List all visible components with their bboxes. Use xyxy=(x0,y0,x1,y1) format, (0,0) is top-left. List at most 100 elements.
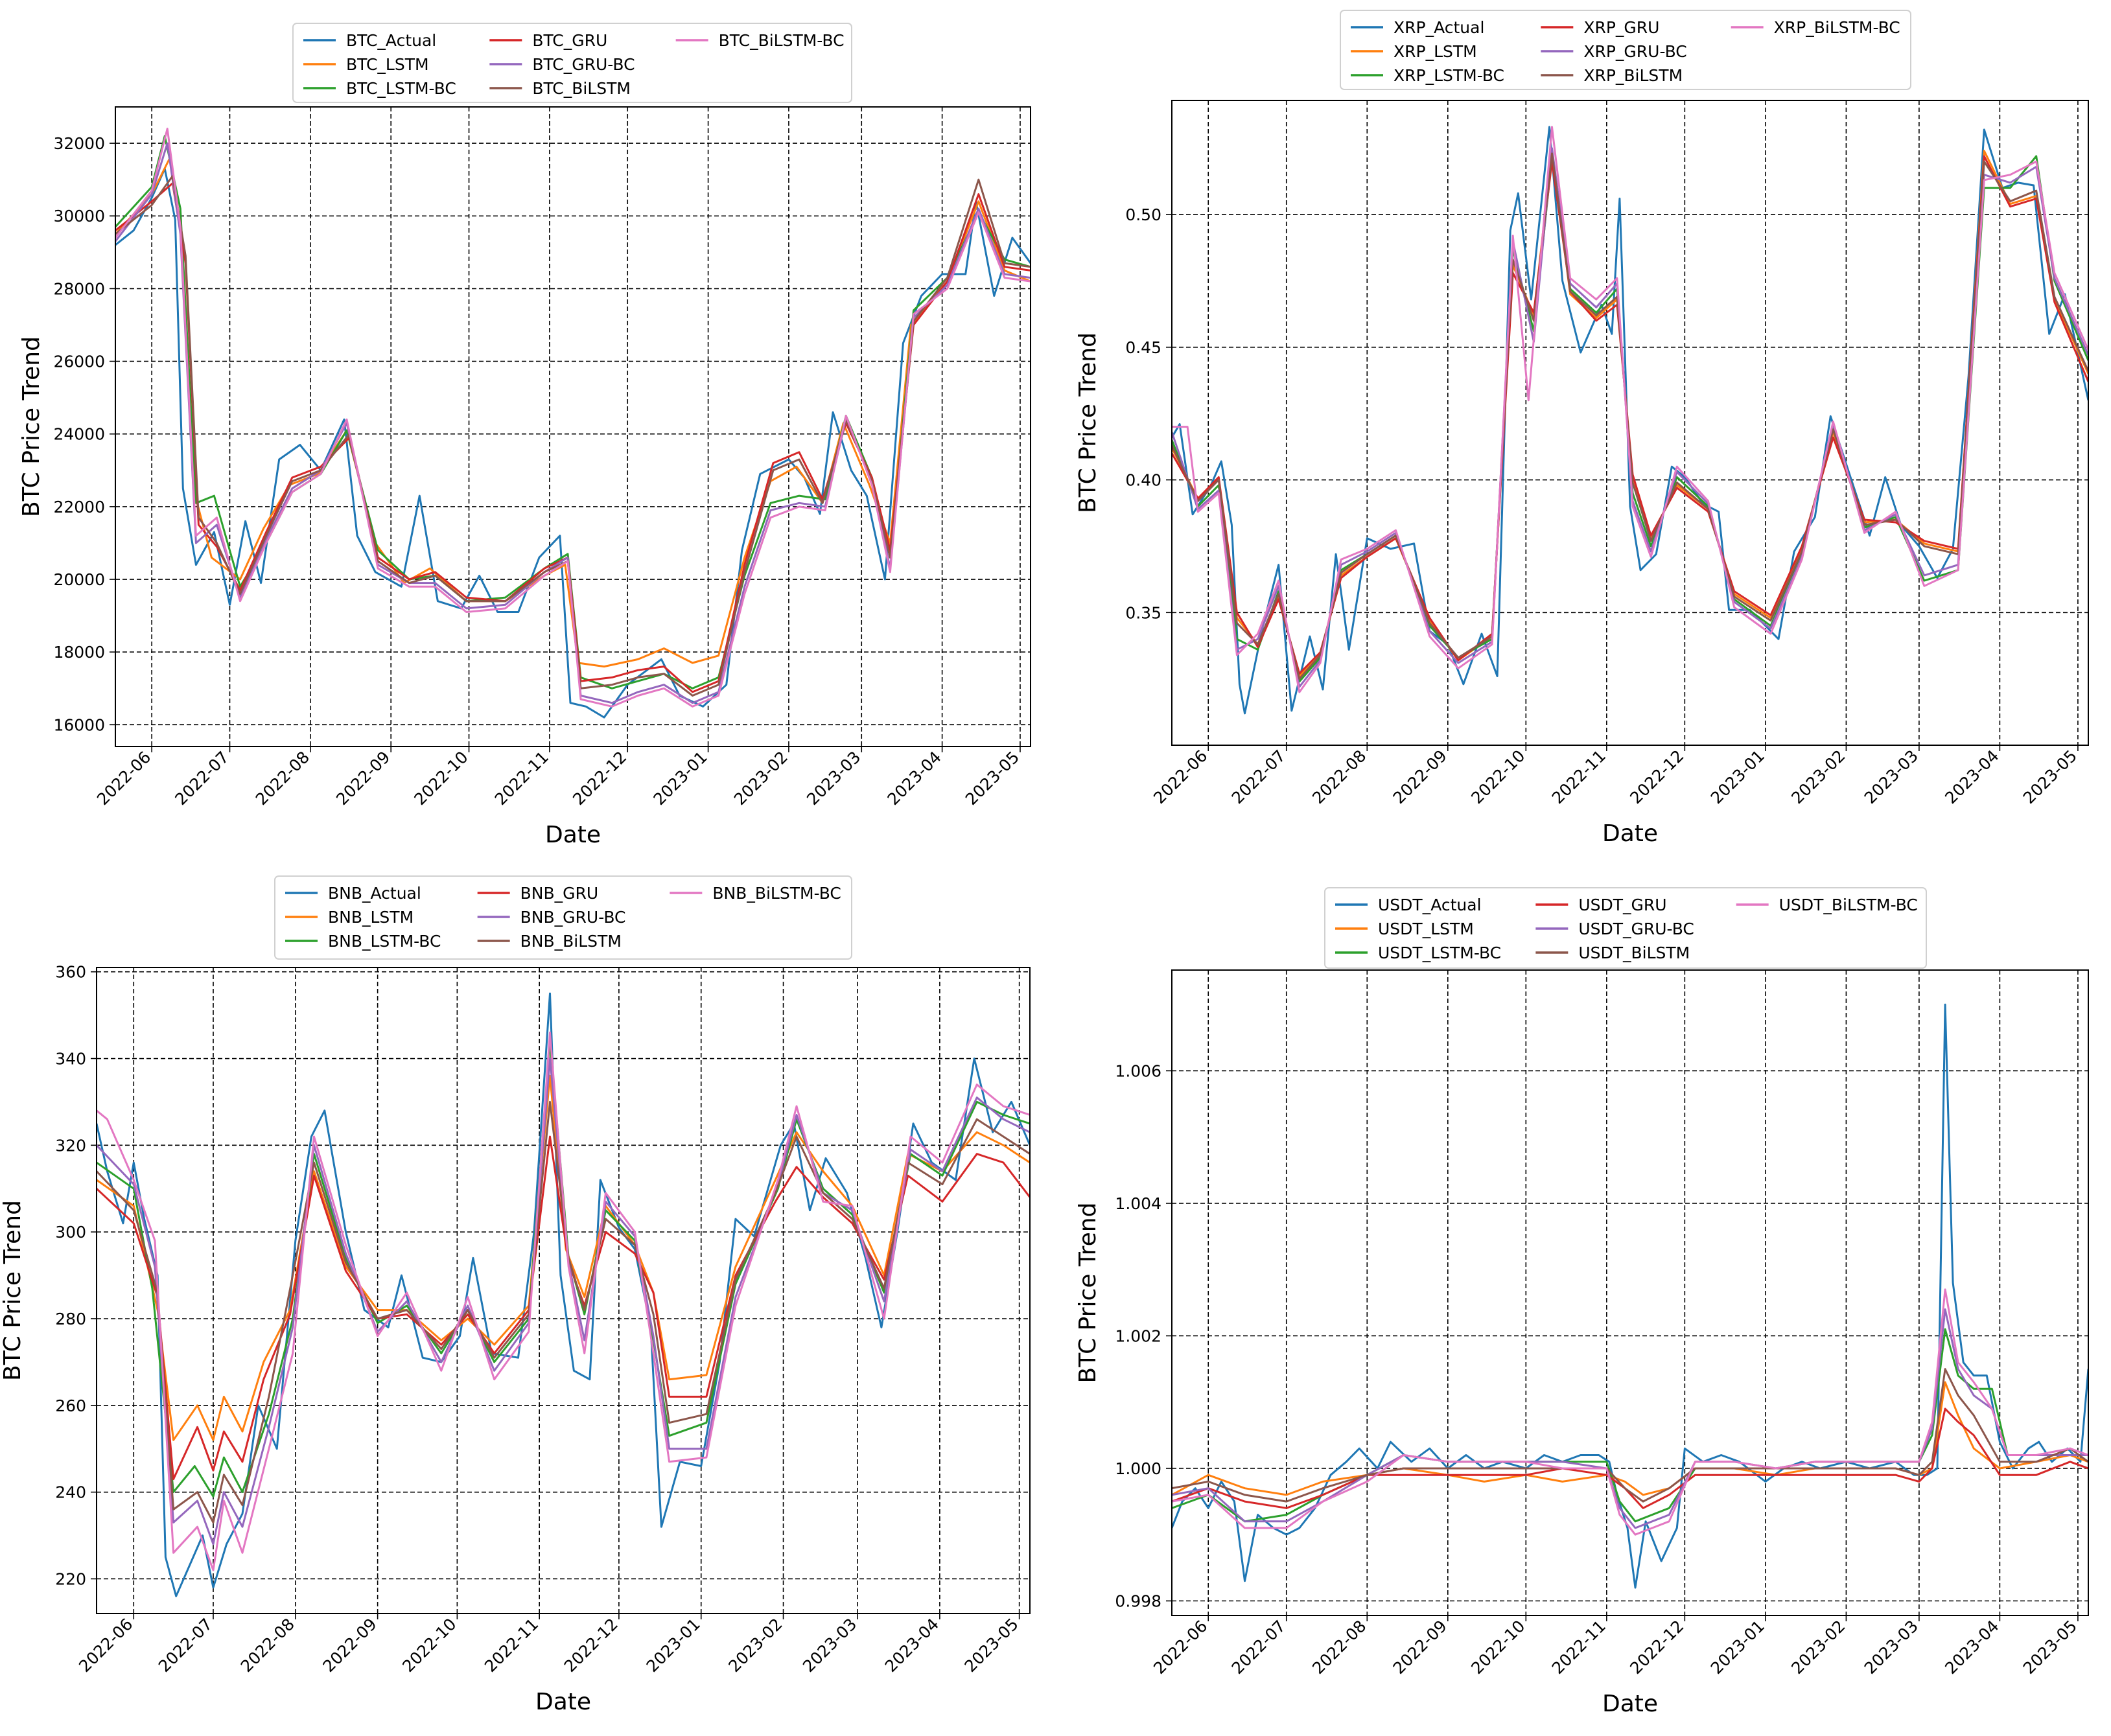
x-tick-label: 2023-03 xyxy=(1861,1617,1922,1678)
y-tick-label: 24000 xyxy=(53,425,105,444)
y-tick-label: 26000 xyxy=(53,353,105,371)
y-tick-label: 220 xyxy=(55,1569,86,1588)
legend-entry: BTC_Actual xyxy=(346,31,436,50)
series-line-xrp-actual xyxy=(1172,126,2088,715)
legend-frame xyxy=(1324,887,1927,969)
x-tick-label: 2023-01 xyxy=(1707,1617,1768,1678)
legend-entry: BNB_LSTM xyxy=(328,908,414,927)
chart-panel-4: 2022-06 2022-07 2022-08 2022-09 2022-10 2022-… xyxy=(1075,887,2089,1717)
legend: USDT_Actual USDT_LSTM USDT_LSTM-BC USDT_GRU… xyxy=(1324,887,1927,969)
y-tick-label: 1.002 xyxy=(1115,1326,1161,1345)
legend-entry: USDT_Actual xyxy=(1378,896,1482,914)
chart-panel-2: 2022-06 2022-07 2022-08 2022-09 2022-10 2022-… xyxy=(1075,10,2089,847)
legend-entry: XRP_LSTM xyxy=(1394,42,1477,61)
series-line-bnb-bilstm xyxy=(97,1100,1030,1523)
series-line-bnb-bilstm-bc xyxy=(97,1031,1030,1571)
legend-entry: USDT_LSTM-BC xyxy=(1378,943,1501,962)
y-tick-label: 0.998 xyxy=(1115,1592,1161,1611)
series-line-bnb-gru xyxy=(97,1135,1030,1481)
x-tick-label: 2022-12 xyxy=(569,748,630,809)
legend-entry: XRP_LSTM-BC xyxy=(1394,66,1504,85)
x-tick-label: 2023-05 xyxy=(2020,746,2081,807)
series-line-xrp-gru xyxy=(1172,155,2088,675)
x-tick-label: 2022-09 xyxy=(1390,1617,1451,1678)
legend-frame xyxy=(1340,10,1911,90)
grid xyxy=(97,967,1030,1614)
legend-entry: XRP_Actual xyxy=(1394,18,1484,37)
y-tick-label: 240 xyxy=(55,1483,86,1502)
legend-entry: BTC_LSTM-BC xyxy=(346,79,456,98)
y-axis-label: BTC Price Trend xyxy=(18,336,45,517)
x-tick-label: 2022-08 xyxy=(237,1615,298,1676)
x-tick-label: 2022-10 xyxy=(1467,1617,1528,1678)
y-axis-label: BTC Price Trend xyxy=(0,1200,26,1381)
x-tick-label: 2023-04 xyxy=(881,1615,942,1676)
x-tick-label: 2022-11 xyxy=(481,1615,542,1676)
legend-entry: BNB_BiLSTM xyxy=(520,932,622,951)
legend: BTC_Actual BTC_LSTM BTC_LSTM-BC BTC_GRU BTC_… xyxy=(292,23,852,103)
legend-frame xyxy=(274,875,852,960)
y-tick-label: 0.35 xyxy=(1125,603,1161,622)
series-line-bnb-actual xyxy=(97,992,1030,1597)
plot-frame xyxy=(1171,100,2089,746)
legend-entry: USDT_BiLSTM-BC xyxy=(1779,896,1918,914)
x-tick-label: 2022-09 xyxy=(1390,746,1451,807)
y-tick-label: 16000 xyxy=(53,715,105,734)
x-tick-label: 2022-09 xyxy=(320,1615,380,1676)
legend-entry: BTC_GRU-BC xyxy=(532,55,635,74)
y-axis-label: BTC Price Trend xyxy=(1075,332,1101,513)
legend: XRP_Actual XRP_LSTM XRP_LSTM-BC XRP_GRU XRP_… xyxy=(1340,10,1911,90)
x-tick-label: 2023-01 xyxy=(1707,746,1768,807)
series-group xyxy=(1172,126,2088,715)
x-tick-label: 2022-11 xyxy=(1548,1617,1609,1678)
legend-entry: USDT_LSTM xyxy=(1378,920,1474,938)
series-line-usdt-lstm xyxy=(1172,1381,2088,1496)
y-axis-label: BTC Price Trend xyxy=(1075,1203,1101,1383)
series-line-xrp-gru-bc xyxy=(1172,147,2088,688)
y-tick-label: 30000 xyxy=(53,207,105,226)
y-tick-label: 1.004 xyxy=(1115,1194,1161,1213)
x-tick-label: 2023-02 xyxy=(1788,746,1849,807)
x-tick-label: 2022-08 xyxy=(252,748,313,809)
x-axis-label: Date xyxy=(1602,1691,1658,1717)
chart-panel-3: 2022-06 2022-07 2022-08 2022-09 2022-10 2022-… xyxy=(0,875,1031,1715)
series-line-xrp-lstm-bc xyxy=(1172,155,2088,683)
y-tick-label: 1.006 xyxy=(1115,1061,1161,1080)
y-tick-label: 0.40 xyxy=(1125,471,1161,490)
series-group xyxy=(97,992,1030,1597)
legend-entry: XRP_GRU-BC xyxy=(1583,42,1686,61)
series-line-xrp-bilstm xyxy=(1172,152,2088,680)
chart-panel-1: 2022-06 2022-07 2022-08 2022-09 2022-10 2022-… xyxy=(18,23,1031,848)
legend-entry: BNB_Actual xyxy=(328,884,421,903)
y-tick-label: 320 xyxy=(55,1136,86,1155)
x-tick-label: 2022-07 xyxy=(171,748,232,809)
x-tick-label: 2022-11 xyxy=(1548,746,1609,807)
x-axis-label: Date xyxy=(535,1689,591,1715)
x-tick-label: 2022-06 xyxy=(1150,746,1211,807)
series-line-xrp-lstm xyxy=(1172,150,2088,677)
y-tick-label: 340 xyxy=(55,1050,86,1069)
series-line-btc-actual xyxy=(115,167,1031,719)
plot-frame xyxy=(96,967,1031,1614)
x-tick-label: 2022-06 xyxy=(75,1615,136,1676)
y-tick-label: 300 xyxy=(55,1223,86,1242)
x-axis-label: Date xyxy=(1602,820,1658,847)
x-axis-label: Date xyxy=(545,822,601,848)
x-tick-label: 2022-07 xyxy=(1228,1617,1289,1678)
series-line-bnb-gru-bc xyxy=(97,1058,1030,1545)
grid xyxy=(1172,970,2088,1615)
x-tick-label: 2022-11 xyxy=(491,748,552,809)
x-tick-label: 2022-08 xyxy=(1309,1617,1370,1678)
series-line-usdt-actual xyxy=(1172,1003,2088,1589)
series-line-btc-lstm xyxy=(115,157,1031,668)
legend-entry: XRP_GRU xyxy=(1583,18,1659,37)
y-tick-label: 28000 xyxy=(53,279,105,298)
legend: BNB_Actual BNB_LSTM BNB_LSTM-BC BNB_GRU BNB_… xyxy=(274,875,852,960)
legend-entry: USDT_BiLSTM xyxy=(1578,943,1690,962)
y-tick-label: 0.50 xyxy=(1125,205,1161,224)
legend-entry: XRP_BiLSTM xyxy=(1583,66,1683,85)
x-tick-label: 2022-08 xyxy=(1309,746,1370,807)
legend-entry: BNB_GRU xyxy=(520,884,599,903)
legend-entry: USDT_GRU-BC xyxy=(1578,920,1694,938)
